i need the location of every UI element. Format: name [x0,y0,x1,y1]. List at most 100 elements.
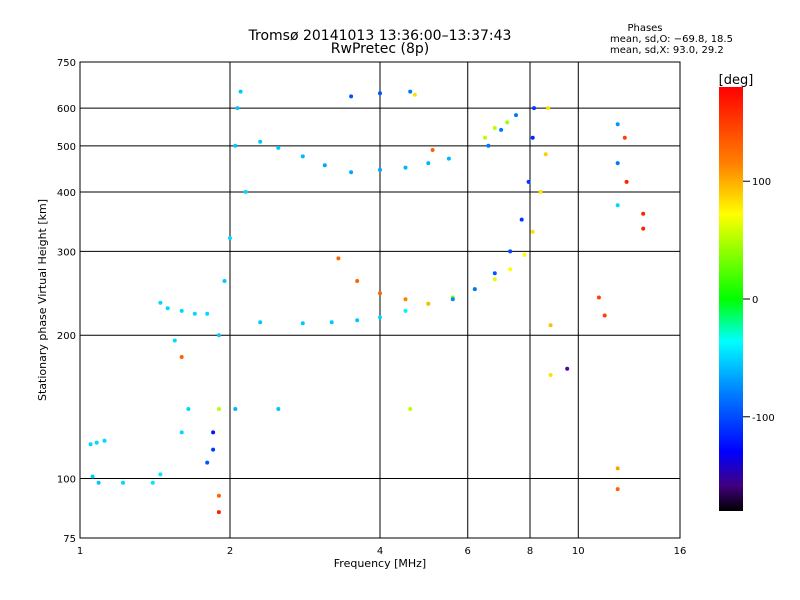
data-point [258,320,263,325]
phase-stats-x: mean, sd,X: 93.0, 29.2 [610,45,724,56]
data-point [522,252,527,257]
data-point [508,249,513,254]
data-point [641,211,646,216]
data-point [233,143,238,148]
y-tick-label: 400 [57,188,76,199]
y-tick-label: 75 [63,534,76,545]
data-point [543,152,548,157]
data-point [96,480,101,485]
data-point [430,148,435,152]
y-tick-label: 200 [57,331,76,342]
data-point [483,135,488,140]
data-point [94,440,99,445]
data-point [378,291,382,296]
data-point [624,179,629,184]
data-point [349,170,354,175]
phase-header: Phases [627,23,662,34]
plot-frame [79,61,681,539]
data-point [412,92,417,97]
data-point [641,226,646,231]
data-point [216,510,221,515]
data-point [276,145,281,150]
data-point [446,156,451,161]
data-point [355,318,360,323]
data-point [472,287,477,292]
data-point [378,167,382,172]
y-axis-ticks: 75 100 200 300 400 500 600 750 [57,58,76,545]
data-point [349,94,354,99]
data-point [519,217,524,222]
data-point [216,493,221,498]
data-point [121,480,125,485]
y-tick-label: 500 [57,142,76,153]
x-tick-label: 6 [465,546,471,557]
data-point [172,338,177,343]
data-point [186,407,191,411]
data-point [102,438,107,443]
data-point [403,165,408,170]
y-tick-label: 600 [57,104,76,115]
data-point [615,161,620,166]
data-point [615,466,620,471]
data-point [615,122,620,127]
data-point [216,407,221,411]
data-point [486,143,491,148]
data-point [548,323,553,328]
data-point [505,120,510,125]
data-point [426,161,431,166]
data-point [216,333,221,338]
data-point [408,89,413,94]
colorbar-label: [deg] [719,73,754,88]
data-point [403,297,408,302]
x-tick-label: 10 [572,546,585,557]
data-point [205,460,210,465]
data-point [258,139,263,144]
data-point [276,407,281,411]
colorbar-ticks: 100 0 -100 [743,177,775,424]
data-point [508,267,513,272]
data-point [492,126,497,130]
data-point [336,256,341,261]
data-point [530,229,535,234]
data-point [615,487,620,492]
data-point [300,154,305,159]
data-point [165,306,170,311]
data-point [622,135,627,140]
data-point [546,106,551,111]
data-point [548,373,553,377]
x-tick-label: 4 [377,546,383,557]
data-point [179,355,184,359]
data-point [211,430,216,435]
data-point [222,279,227,283]
data-point [378,315,382,320]
data-point [450,297,455,302]
data-point [179,308,184,313]
data-point [228,236,232,241]
data-point [499,127,504,132]
data-point [378,91,382,96]
x-tick-label: 16 [674,546,687,557]
data-point [565,366,570,371]
phase-stats-o: mean, sd,O: −69.8, 18.5 [610,34,733,45]
y-tick-label: 100 [57,475,76,486]
data-point [235,106,240,111]
x-tick-label: 8 [527,546,533,557]
data-point [426,301,431,306]
colorbar-tick-label: 100 [752,177,771,188]
data-point [90,474,95,479]
data-point [615,203,620,208]
data-point [492,277,497,282]
data-point [150,480,155,485]
data-point [238,89,243,94]
data-point [329,320,334,325]
x-axis-ticks: 1 2 4 6 8 10 16 [77,546,687,557]
data-point [403,308,408,313]
y-tick-label: 750 [57,58,76,69]
data-point [233,407,238,411]
data-points [88,89,646,515]
data-point [243,189,248,194]
data-point [211,447,216,452]
grid-lines [80,62,680,538]
data-point [596,295,601,300]
